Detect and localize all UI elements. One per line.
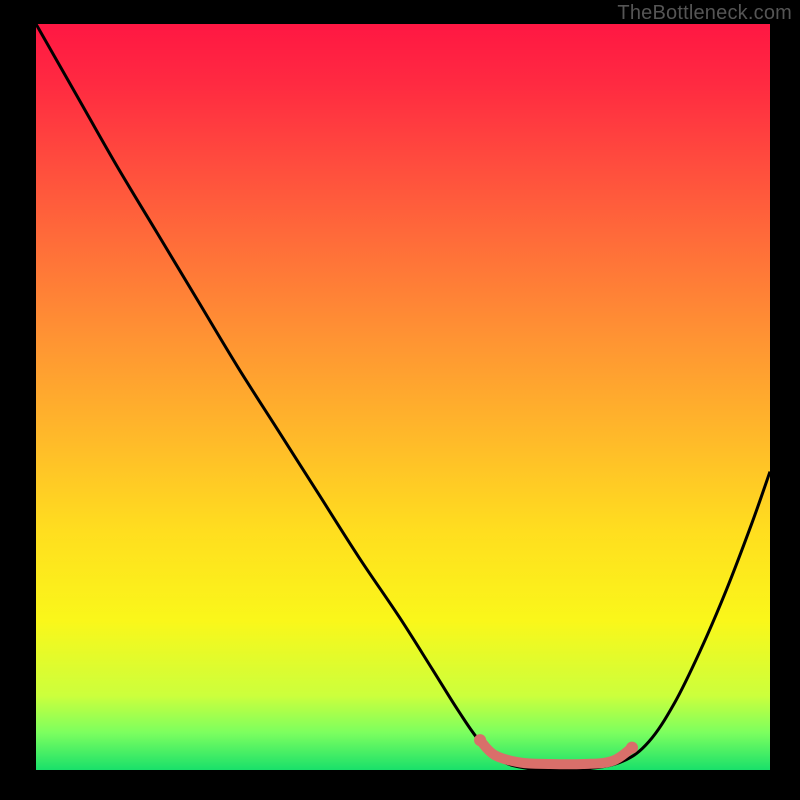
chart-plot-area: [36, 24, 770, 770]
optimum-band-end: [626, 742, 638, 754]
watermark-text: TheBottleneck.com: [617, 2, 792, 25]
chart-svg: [36, 24, 770, 770]
optimum-band-start: [474, 734, 486, 746]
chart-frame: TheBottleneck.com: [0, 0, 800, 800]
gradient-background: [36, 24, 770, 770]
